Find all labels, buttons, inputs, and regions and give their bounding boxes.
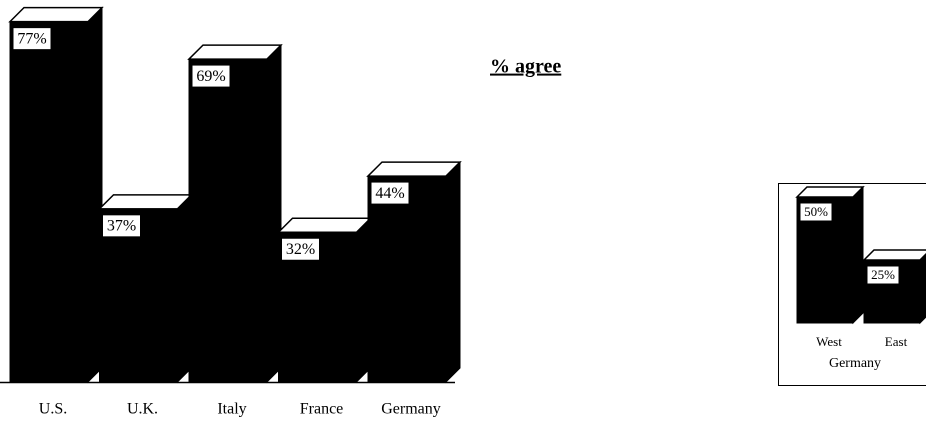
x-tick-label: East — [885, 334, 908, 349]
bar-top — [366, 161, 462, 177]
value-label: 50% — [804, 204, 828, 219]
value-label: 77% — [17, 30, 46, 47]
value-label: 69% — [196, 68, 225, 85]
bar — [99, 208, 178, 383]
value-label: 25% — [871, 267, 895, 282]
x-tick-label: West — [816, 334, 842, 349]
bar — [367, 175, 447, 383]
bar-top — [97, 194, 194, 210]
bar-side — [852, 185, 864, 325]
value-label-box — [191, 64, 231, 88]
value-label: 37% — [107, 218, 136, 235]
value-label-box — [281, 237, 320, 261]
value-label-box — [12, 27, 52, 51]
x-tick-label: Italy — [217, 401, 246, 418]
inset-frame — [778, 183, 926, 386]
bar-top — [8, 6, 104, 23]
bar-side — [445, 160, 461, 384]
subtitle: % agree — [490, 56, 561, 78]
bar-top — [862, 249, 926, 261]
x-tick-label: Germany — [381, 401, 441, 418]
x-tick-label: U.S. — [39, 401, 67, 418]
value-label-box — [102, 214, 141, 238]
bar-top — [795, 186, 865, 198]
group-label: Germany — [829, 356, 881, 371]
value-label-box — [370, 181, 410, 205]
bar-top — [187, 44, 283, 60]
value-label-box — [799, 202, 833, 222]
value-label: 32% — [286, 241, 315, 258]
value-label: 44% — [375, 185, 404, 202]
x-tick-label: U.K. — [127, 401, 158, 418]
bar-top — [276, 217, 373, 233]
bar — [188, 58, 268, 383]
bar-side — [919, 253, 926, 325]
value-label-box — [866, 265, 900, 285]
bar — [9, 21, 89, 383]
x-tick-label: France — [300, 401, 344, 418]
